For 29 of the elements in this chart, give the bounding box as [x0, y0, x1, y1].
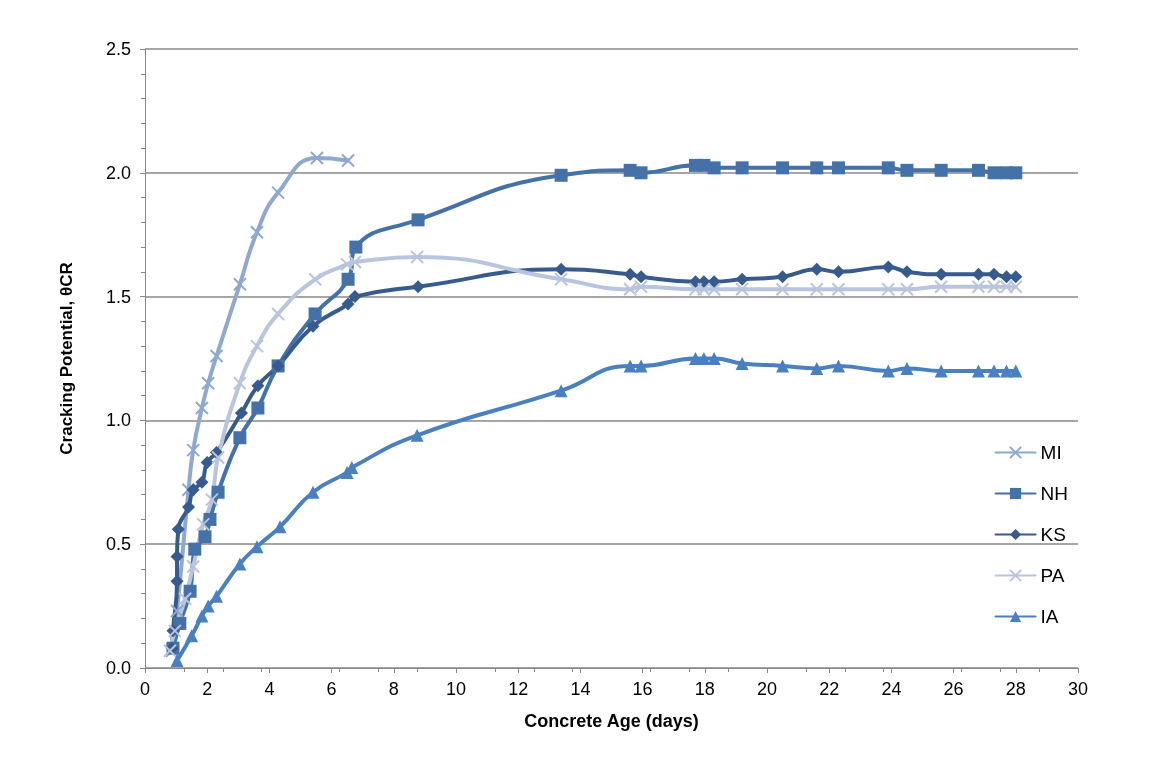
- legend-label: PA: [1040, 565, 1065, 586]
- x-axis-title: Concrete Age (days): [524, 711, 699, 731]
- x-tick-label: 22: [819, 679, 840, 699]
- x-tick-label: 0: [139, 679, 151, 699]
- legend-label: IA: [1040, 606, 1059, 627]
- y-tick-label: 1.5: [105, 286, 131, 307]
- x-tick-label: 20: [756, 679, 778, 699]
- legend-label: MI: [1040, 442, 1062, 463]
- x-tick-label: 10: [445, 679, 467, 699]
- x-tick-label: 8: [388, 679, 399, 699]
- x-tick-label: 2: [202, 679, 213, 699]
- x-tick-label: 28: [1005, 679, 1026, 699]
- y-tick-label: 1.0: [105, 410, 131, 431]
- y-tick-label: 0.0: [105, 658, 131, 678]
- x-tick-label: 14: [570, 679, 591, 699]
- x-tick-label: 24: [881, 679, 902, 699]
- y-tick-label: 2.0: [105, 162, 131, 183]
- x-tick-label: 16: [632, 679, 653, 699]
- x-tick-label: 18: [694, 679, 715, 699]
- y-axis-title: Cracking Potential, θCR: [57, 262, 76, 455]
- x-tick-label: 4: [264, 679, 275, 699]
- x-tick-label: 12: [508, 679, 529, 699]
- y-tick-label: 2.5: [105, 39, 131, 59]
- y-tick-label: 0.5: [105, 534, 131, 555]
- x-tick-label: 26: [943, 679, 964, 699]
- legend-label: KS: [1040, 524, 1066, 545]
- x-tick-label: 6: [326, 679, 337, 699]
- x-tick-label: 30: [1067, 679, 1089, 699]
- legend-label: NH: [1040, 483, 1069, 504]
